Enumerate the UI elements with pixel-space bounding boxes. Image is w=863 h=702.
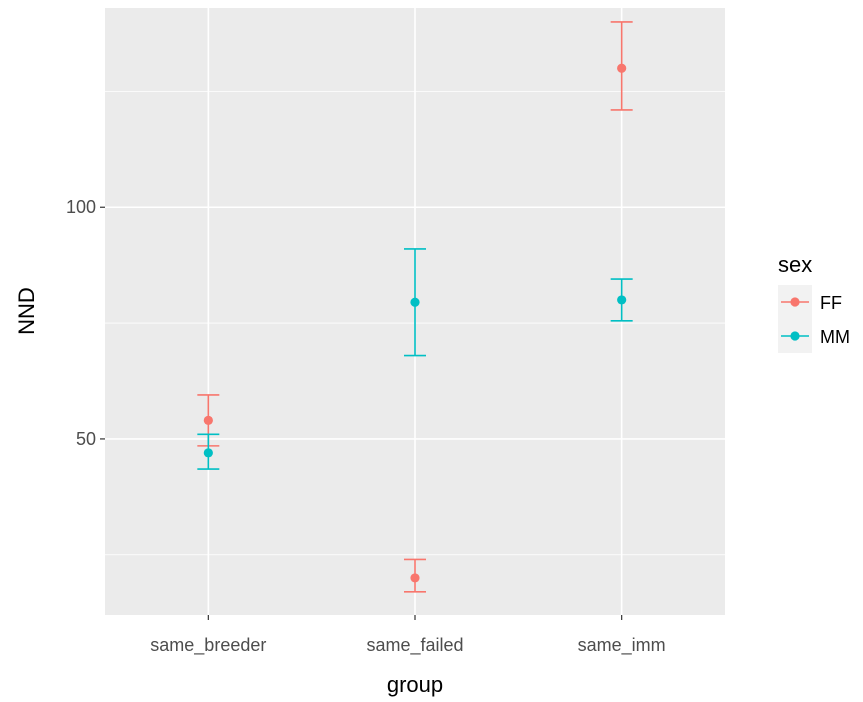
legend-label-mm: MM — [820, 327, 850, 347]
legend: sex FF MM — [778, 252, 850, 353]
y-axis-title: NND — [14, 287, 39, 335]
series-mm — [197, 248, 633, 470]
y-tick-label: 100 — [66, 197, 96, 217]
x-tick-label: same_failed — [366, 635, 463, 656]
legend-label-ff: FF — [820, 293, 842, 313]
data-point — [410, 297, 420, 307]
y-tick-label: 50 — [76, 429, 96, 449]
data-point — [203, 415, 213, 425]
data-point — [617, 63, 627, 73]
x-tick-label: same_imm — [578, 635, 666, 656]
legend-key-point — [790, 331, 800, 341]
data-point — [203, 448, 213, 458]
data-point — [410, 573, 420, 583]
legend-title: sex — [778, 252, 812, 277]
x-axis-title: group — [387, 672, 443, 697]
x-axis: same_breeder same_failed same_imm — [150, 615, 666, 656]
x-tick-label: same_breeder — [150, 635, 266, 656]
legend-key-point — [790, 297, 800, 307]
y-axis: 50 100 — [66, 197, 105, 449]
data-marks — [197, 21, 633, 593]
data-point — [617, 295, 627, 305]
